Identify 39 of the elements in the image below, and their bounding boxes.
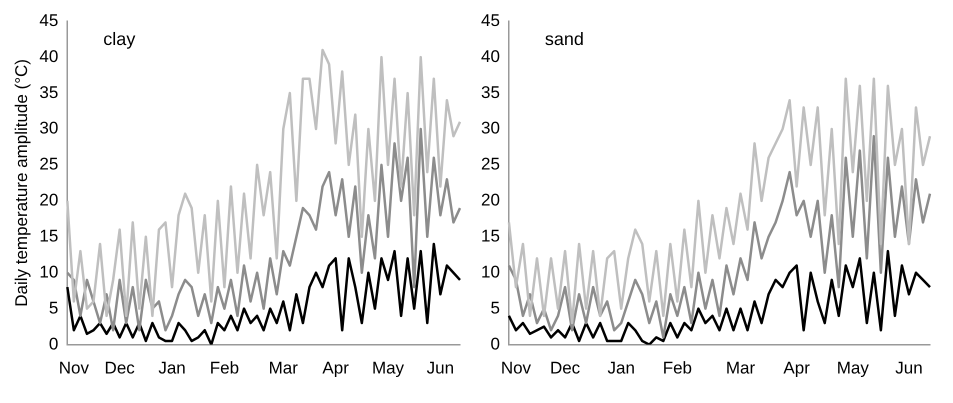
y-tick-label: 15 (39, 226, 58, 246)
x-tick-label: May (372, 358, 405, 378)
x-tick-label: Apr (322, 358, 350, 378)
y-tick-label: 20 (480, 190, 500, 210)
x-tick-label: Dec (550, 358, 581, 378)
annotation: clay (103, 29, 136, 50)
y-tick-label: 10 (480, 262, 500, 282)
x-tick-label: Jun (895, 358, 923, 378)
x-tick-label: Mar (268, 358, 298, 378)
y-tick-label: 5 (490, 298, 500, 318)
annotation: sand (544, 29, 584, 50)
y-tick-label: 35 (39, 82, 58, 102)
y-tick-label: 45 (39, 10, 58, 30)
y-tick-label: 40 (480, 46, 500, 66)
y-tick-label: 20 (39, 190, 58, 210)
y-tick-label: 0 (48, 334, 58, 354)
y-axis-title: Daily temperature amplitude (°C) (12, 59, 31, 307)
y-tick-label: 25 (39, 154, 58, 174)
y-tick-label: 45 (480, 10, 500, 30)
y-tick-label: 5 (48, 298, 58, 318)
y-tick-label: 30 (480, 118, 500, 138)
y-tick-label: 25 (480, 154, 500, 174)
y-tick-label: 40 (39, 46, 58, 66)
x-tick-label: Feb (662, 358, 692, 378)
x-tick-label: May (836, 358, 870, 378)
x-tick-label: Mar (726, 358, 756, 378)
y-tick-label: 15 (480, 226, 500, 246)
x-tick-label: Jan (607, 358, 635, 378)
x-tick-label: Nov (500, 358, 532, 378)
x-tick-label: Jun (426, 358, 454, 378)
x-tick-label: Apr (783, 358, 810, 378)
y-tick-label: 35 (480, 82, 500, 102)
x-tick-label: Jan (158, 358, 186, 378)
x-tick-label: Feb (210, 358, 240, 378)
x-tick-label: Dec (104, 358, 136, 378)
y-tick-label: 0 (490, 334, 500, 354)
y-tick-label: 30 (39, 118, 58, 138)
x-tick-label: Nov (58, 358, 90, 378)
y-tick-label: 10 (39, 262, 58, 282)
